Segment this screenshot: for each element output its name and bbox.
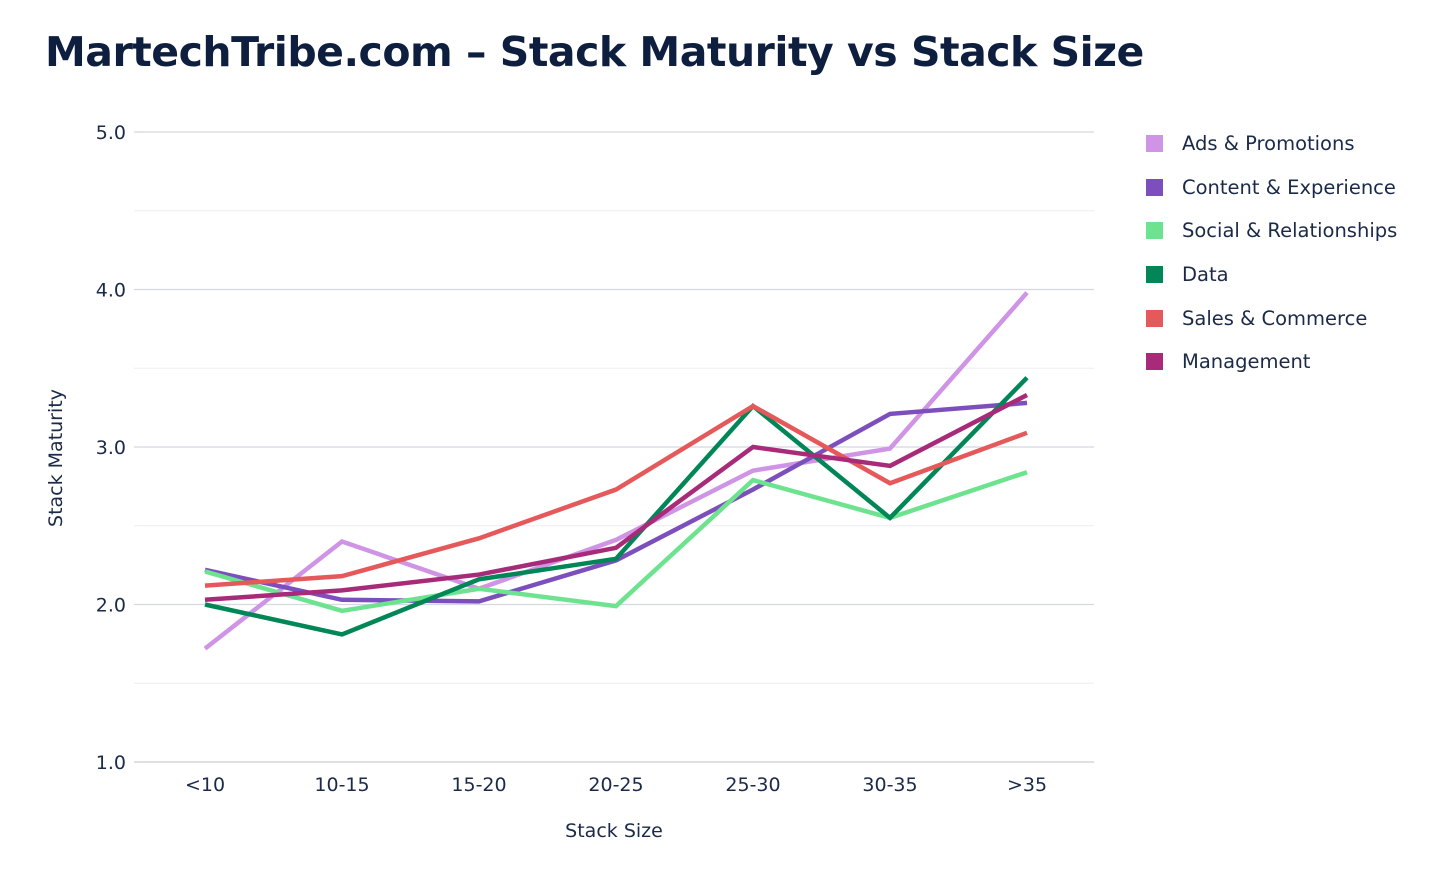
legend-label: Ads & Promotions <box>1182 132 1355 156</box>
x-tick-label: <10 <box>185 774 225 796</box>
y-tick-label: 4.0 <box>96 280 126 302</box>
series-line-management <box>204 393 1029 603</box>
legend-swatch <box>1146 135 1163 153</box>
legend-item: Social & Relationships <box>1146 209 1436 253</box>
legend-swatch <box>1146 178 1163 196</box>
legend-item: Ads & Promotions <box>1146 122 1436 166</box>
y-tick-label: 1.0 <box>96 752 126 774</box>
series-lines <box>203 291 1029 651</box>
x-axis-ticks: <10 10-15 15-20 20-25 25-30 30-35 >35 <box>185 774 1047 796</box>
legend-label: Sales & Commerce <box>1182 306 1368 330</box>
series-line-data <box>204 376 1029 637</box>
legend-swatch <box>1146 222 1163 240</box>
legend-item: Content & Experience <box>1146 166 1436 210</box>
legend-label: Content & Experience <box>1182 175 1396 199</box>
y-tick-label: 5.0 <box>96 122 126 144</box>
series-line-sales-commerce <box>204 403 1028 588</box>
y-axis-ticks: 1.0 2.0 3.0 4.0 5.0 <box>96 122 126 774</box>
legend-label: Management <box>1182 350 1311 374</box>
legend: Ads & Promotions Content & Experience Soci… <box>1146 122 1436 384</box>
legend-swatch <box>1146 309 1163 327</box>
y-axis-title: Stack Maturity <box>45 389 67 527</box>
y-tick-label: 2.0 <box>96 595 126 617</box>
x-tick-label: 15-20 <box>451 774 506 796</box>
series-line-ads-promotions <box>203 291 1029 651</box>
y-tick-label: 3.0 <box>96 437 126 459</box>
grid-lines <box>134 131 1094 763</box>
x-tick-label: 25-30 <box>725 774 780 796</box>
x-axis-title: Stack Size <box>565 820 663 842</box>
legend-swatch <box>1146 266 1163 284</box>
x-tick-label: >35 <box>1007 774 1047 796</box>
legend-label: Data <box>1182 263 1229 287</box>
legend-label: Social & Relationships <box>1182 219 1398 243</box>
x-tick-label: 20-25 <box>588 774 643 796</box>
legend-item: Management <box>1146 340 1436 384</box>
legend-item: Sales & Commerce <box>1146 296 1436 340</box>
chart-title: MartechTribe.com – Stack Maturity vs Sta… <box>45 28 1144 76</box>
x-tick-label: 30-35 <box>862 774 917 796</box>
legend-swatch <box>1146 353 1163 371</box>
legend-item: Data <box>1146 253 1436 297</box>
x-tick-label: 10-15 <box>314 774 369 796</box>
